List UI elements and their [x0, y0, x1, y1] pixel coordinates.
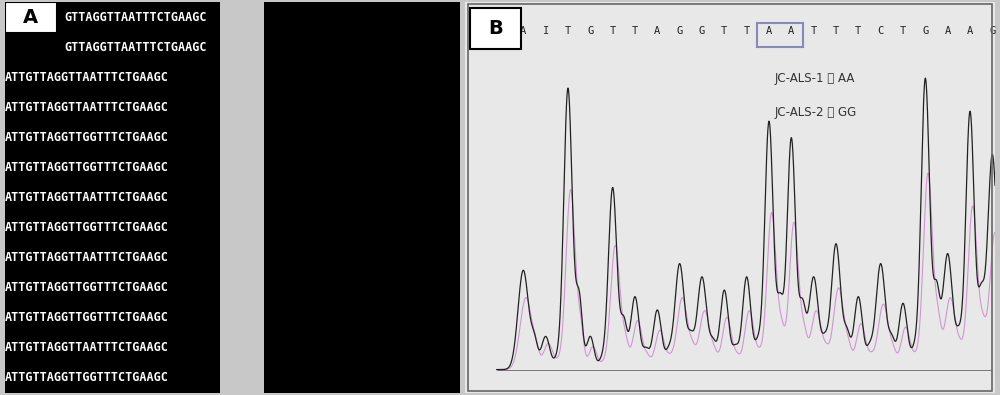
Text: C: C — [878, 26, 884, 36]
Text: JC-ALS-1 为 AA: JC-ALS-1 为 AA — [774, 72, 855, 85]
Text: GTTAGGTTAATTTCTGAAGC: GTTAGGTTAATTTCTGAAGC — [64, 41, 207, 54]
Text: ATTGTTAGGTTGGTTTCTGAAGC: ATTGTTAGGTTGGTTTCTGAAGC — [5, 281, 169, 294]
Text: ATTGTTAGGTTGGTTTCTGAAGC: ATTGTTAGGTTGGTTTCTGAAGC — [5, 131, 169, 144]
Text: T: T — [565, 26, 571, 36]
Bar — [5, 2, 57, 33]
Text: A: A — [766, 26, 772, 36]
Text: T: T — [610, 26, 616, 36]
Text: B: B — [488, 19, 503, 38]
Text: A: A — [945, 26, 951, 36]
Text: T: T — [811, 26, 817, 36]
Text: G: G — [922, 26, 928, 36]
Text: ATTGTTAGGTTGGTTTCTGAAGC: ATTGTTAGGTTGGTTTCTGAAGC — [5, 221, 169, 234]
Text: T: T — [744, 26, 750, 36]
Text: A: A — [23, 8, 38, 27]
Text: T: T — [833, 26, 839, 36]
Bar — [220, 2, 264, 393]
Text: A: A — [654, 26, 660, 36]
Text: ATTGTTAGGTTAATTTCTGAAGC: ATTGTTAGGTTAATTTCTGAAGC — [5, 101, 169, 114]
Text: A: A — [520, 26, 526, 36]
Bar — [470, 8, 521, 49]
Text: ATTGTTAGGTTAATTTCTGAAGC: ATTGTTAGGTTAATTTCTGAAGC — [5, 71, 169, 84]
Text: G: G — [989, 26, 995, 36]
Text: I: I — [543, 26, 549, 36]
Text: ATTGTTAGGTTAATTTCTGAAGC: ATTGTTAGGTTAATTTCTGAAGC — [5, 341, 169, 354]
Text: ATTGTTAGGTTGGTTTCTGAAGC: ATTGTTAGGTTGGTTTCTGAAGC — [5, 371, 169, 384]
Text: ATTGTTAGGTTAATTTCTGAAGC: ATTGTTAGGTTAATTTCTGAAGC — [5, 191, 169, 204]
Text: ATTGTTAGGTTGGTTTCTGAAGC: ATTGTTAGGTTGGTTTCTGAAGC — [5, 161, 169, 174]
Text: JC-ALS-2 为 GG: JC-ALS-2 为 GG — [774, 105, 857, 118]
Text: G: G — [587, 26, 593, 36]
Text: G: G — [677, 26, 683, 36]
Text: A: A — [967, 26, 973, 36]
Text: T: T — [900, 26, 906, 36]
Text: T: T — [632, 26, 638, 36]
Text: ATTGTTAGGTTAATTTCTGAAGC: ATTGTTAGGTTAATTTCTGAAGC — [5, 251, 169, 264]
Text: G: G — [699, 26, 705, 36]
Text: GTTAGGTTAATTTCTGAAGC: GTTAGGTTAATTTCTGAAGC — [64, 11, 207, 24]
Text: A: A — [788, 26, 794, 36]
Bar — [757, 23, 803, 47]
Text: T: T — [855, 26, 861, 36]
Text: T: T — [721, 26, 727, 36]
Text: ATTGTTAGGTTGGTTTCTGAAGC: ATTGTTAGGTTGGTTTCTGAAGC — [5, 311, 169, 324]
